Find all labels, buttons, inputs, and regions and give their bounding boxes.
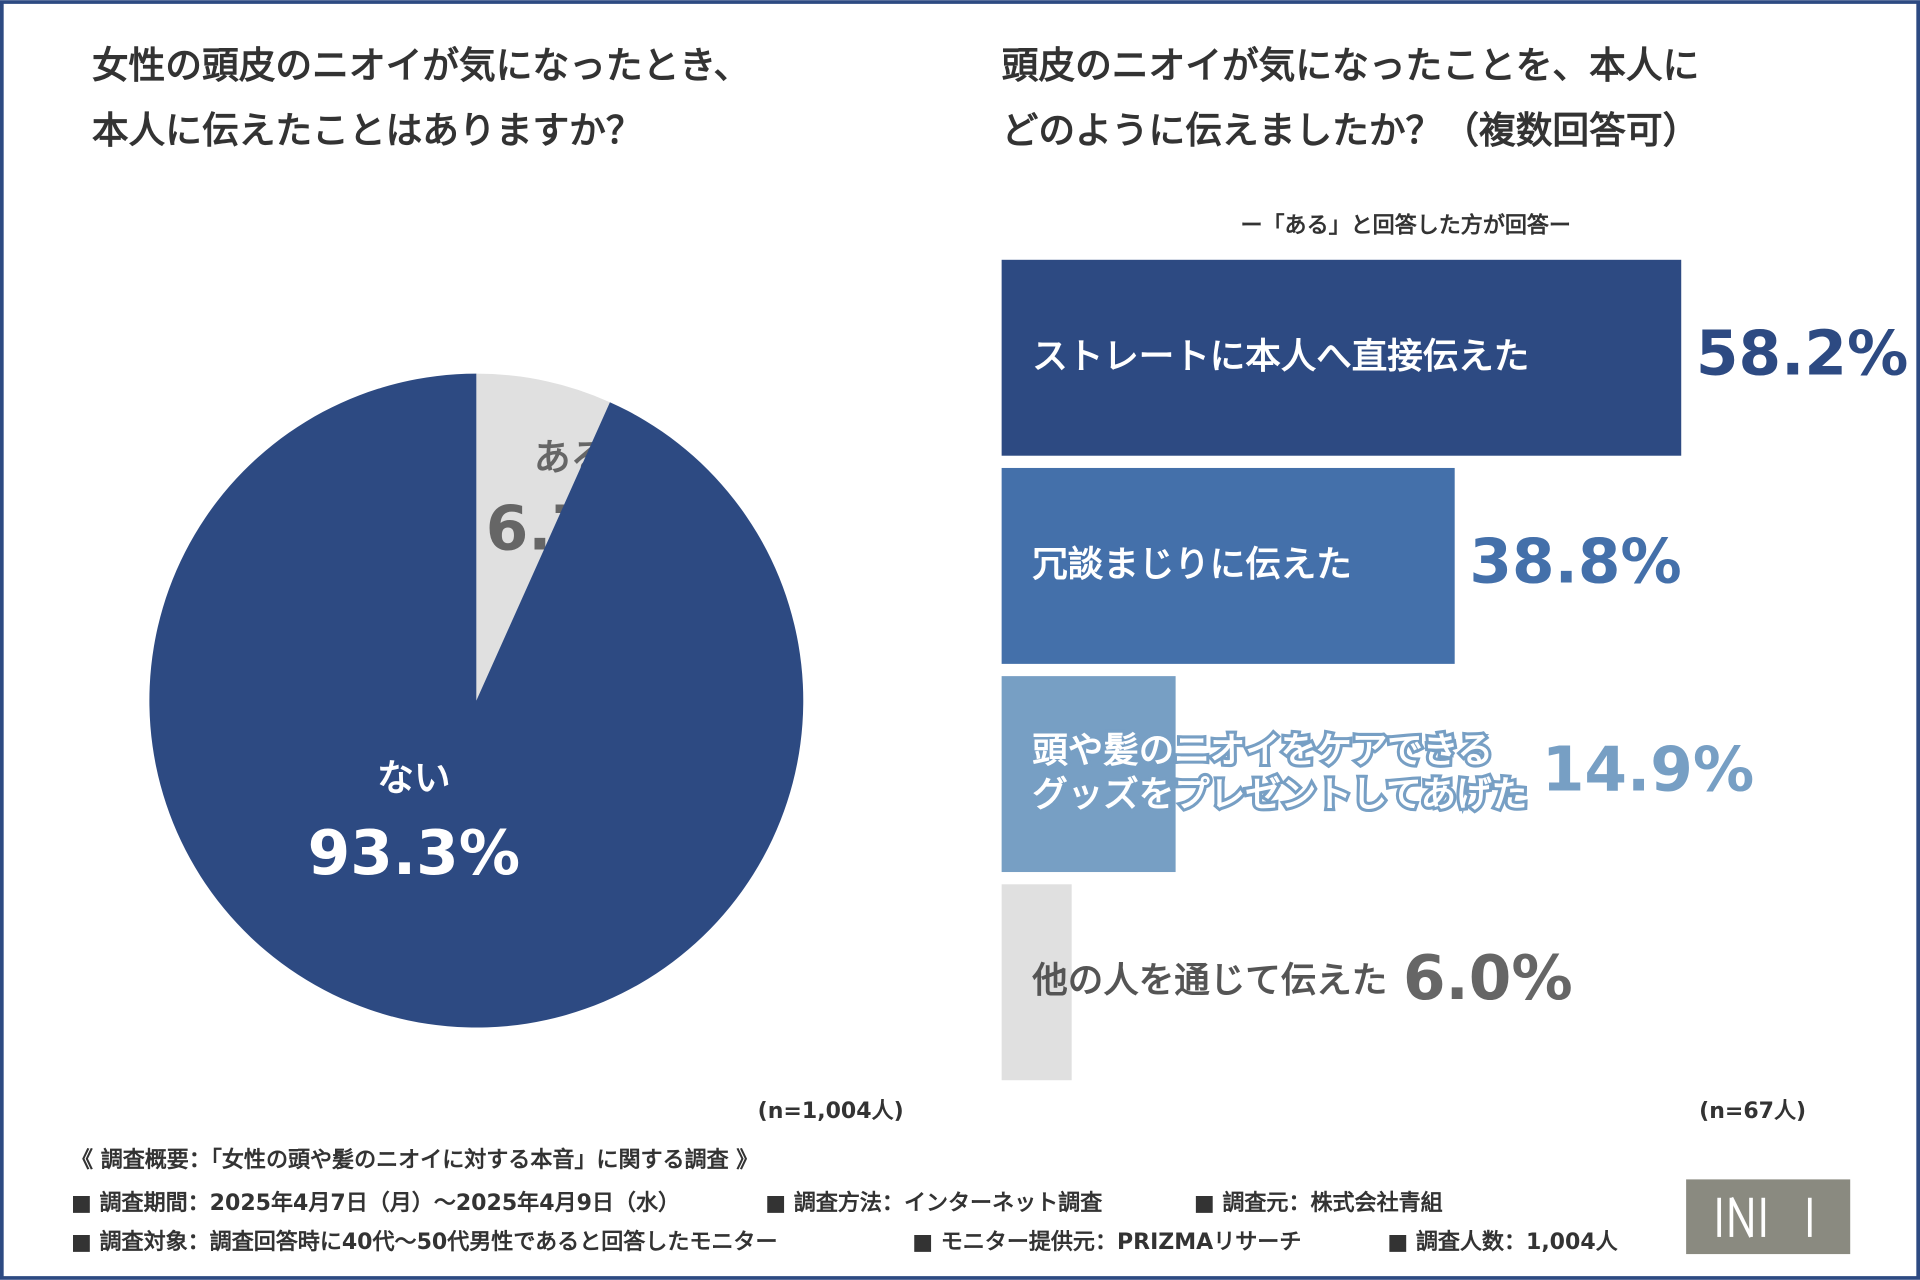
footer-item: ■ 調査期間：2025年4月7日（月）～2025年4月9日（水）: [71, 1190, 680, 1216]
footer-item: ■ 調査対象：調査回答時に40代～50代男性であると回答したモニター: [71, 1229, 777, 1255]
footer-item: ■ 調査人数：1,004人: [1387, 1229, 1618, 1255]
pie-slice: [476, 373, 610, 701]
sample-note: (n=1,004人): [758, 1099, 904, 1124]
chart-title: どのように伝えましたか？（複数回答可）: [1002, 109, 1700, 152]
bar-label: 頭や髪のニオイをケアできるグッズをプレゼントしてあげた: [1032, 730, 1527, 815]
bar-label: 冗談まじりに伝えた: [1032, 544, 1352, 585]
logo: [1686, 1179, 1851, 1255]
bar-value: 14.9%: [1542, 735, 1754, 806]
chart-subtitle: ー「ある」と回答した方が回答ー: [1240, 213, 1570, 239]
bar: [1001, 259, 1682, 456]
bar: [1001, 884, 1072, 1081]
chart-title: 本人に伝えたことはありますか？: [92, 109, 643, 152]
chart-title: 女性の頭皮のニオイが気になったとき、: [92, 44, 750, 87]
slice-label: ない: [377, 757, 450, 800]
footer-item: ■ モニター提供元：PRIZMAリサーチ: [912, 1229, 1301, 1255]
footer-title: 《 調査概要：「女性の頭や髪のニオイに対する本音」に関する調査 》: [71, 1147, 758, 1173]
bar: [1001, 676, 1176, 873]
sample-note: (n=67人): [1699, 1099, 1806, 1124]
footer-item: ■ 調査方法：インターネット調査: [765, 1190, 1103, 1216]
pie-slice: [149, 373, 804, 1028]
bar: [1001, 467, 1455, 664]
slice-value: 93.3%: [308, 818, 520, 889]
bar-value: 38.8%: [1469, 527, 1681, 598]
bar-label: ストレートに本人へ直接伝えた: [1032, 336, 1529, 377]
bar-value: 6.0%: [1403, 943, 1573, 1014]
bar-value: 58.2%: [1696, 318, 1908, 389]
footer-item: ■ 調査元：株式会社青組: [1194, 1190, 1443, 1216]
bar-label: 他の人を通じて伝えた: [1031, 960, 1387, 1001]
chart-title: 頭皮のニオイが気になったことを、本人に: [1002, 44, 1700, 87]
